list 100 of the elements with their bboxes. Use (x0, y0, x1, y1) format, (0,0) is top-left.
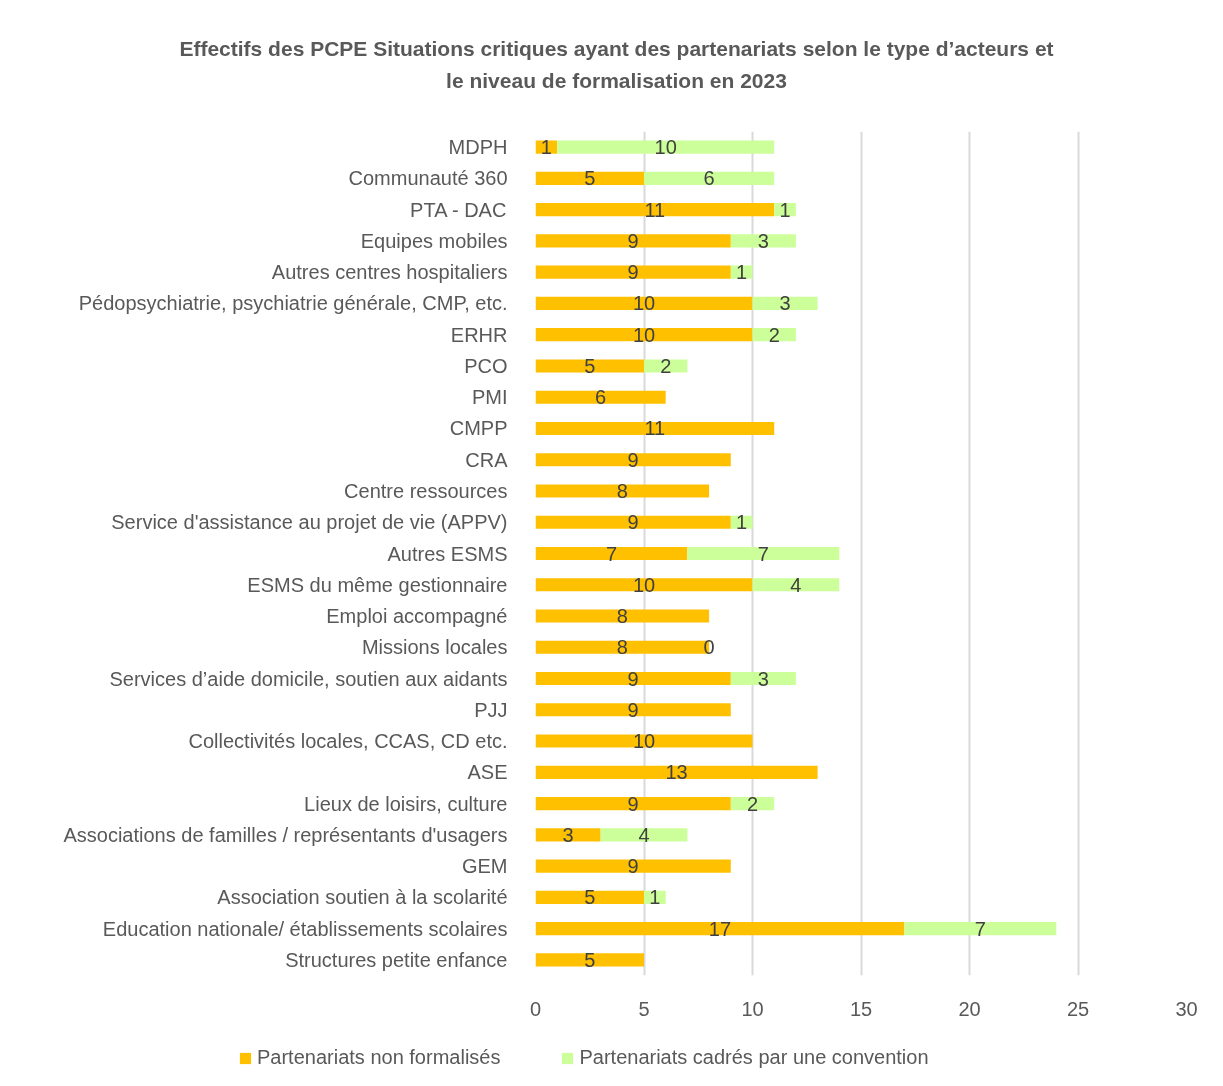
legend-label: Partenariats non formalisés (257, 1046, 501, 1069)
y-tick-label: CMPP (449, 417, 508, 440)
data-label: 2 (768, 323, 780, 346)
y-tick-label: Structures petite enfance (285, 948, 508, 971)
bar (535, 234, 731, 248)
bar (535, 390, 666, 404)
y-tick-label: ERHR (450, 323, 508, 346)
data-label: 11 (644, 417, 666, 440)
y-tick-label: Equipes mobiles (360, 229, 508, 252)
data-label: 9 (627, 261, 639, 284)
data-label: 3 (562, 823, 574, 846)
y-tick-label: Lieux de loisirs, culture (304, 792, 508, 815)
y-tick-label: Emploi accompagné (326, 605, 508, 628)
data-label: 7 (605, 542, 618, 565)
bar (644, 359, 688, 373)
data-label: 10 (632, 730, 656, 753)
legend-label: Partenariats cadrés par une convention (579, 1046, 929, 1069)
y-tick-label: GEM (461, 855, 508, 878)
y-tick-label: Associations de familles / représentants d'usagers (63, 823, 508, 846)
data-label: 3 (757, 229, 769, 252)
data-label: 1 (540, 136, 552, 159)
y-tick-label: CRA (465, 448, 509, 471)
data-label: 5 (584, 354, 596, 377)
bar (535, 421, 775, 436)
data-label: 9 (627, 667, 639, 690)
y-tick-label: Autres centres hospitaliers (271, 261, 508, 284)
data-label: 11 (644, 198, 666, 221)
bar (535, 671, 731, 686)
x-tick-label: 0 (529, 997, 542, 1020)
bar (535, 515, 731, 529)
bar (752, 578, 840, 592)
data-label: 5 (584, 948, 596, 971)
x-tick-label: 20 (958, 997, 981, 1020)
y-tick-label: Collectivités locales, CCAS, CD etc. (188, 730, 508, 753)
data-label: 10 (632, 292, 656, 315)
data-label: 13 (665, 761, 688, 784)
x-tick-label: 15 (849, 997, 873, 1020)
data-label: 10 (632, 323, 656, 346)
data-label: 4 (638, 823, 650, 846)
bar (535, 171, 644, 185)
x-tick-label: 30 (1175, 997, 1198, 1020)
data-label: 0 (703, 636, 715, 659)
y-tick-label: PMI (471, 386, 508, 409)
data-label: 9 (627, 448, 639, 471)
bar (535, 203, 775, 217)
bar (600, 828, 688, 842)
data-label: 5 (584, 886, 596, 909)
bar (535, 765, 818, 779)
y-tick-label: Services d’aide domicile, soutien aux aidants (109, 667, 508, 690)
bar (535, 890, 644, 904)
data-label: 1 (736, 261, 748, 284)
bar (535, 359, 644, 373)
data-label: 9 (627, 855, 639, 878)
data-label: 8 (616, 636, 628, 659)
bar (535, 453, 731, 467)
y-tick-label: Communauté 360 (348, 167, 508, 190)
data-label: 8 (616, 479, 628, 502)
bar (535, 734, 753, 748)
bar (730, 671, 796, 686)
data-label: 1 (779, 198, 791, 221)
x-tick-label: 10 (741, 997, 764, 1020)
data-label: 9 (627, 698, 639, 721)
data-label: 7 (757, 542, 769, 565)
data-label: 2 (660, 354, 672, 377)
data-label: 10 (654, 136, 677, 159)
bar (535, 484, 710, 498)
bar (535, 578, 753, 592)
data-label: 4 (790, 573, 802, 596)
data-label: 6 (703, 167, 715, 190)
bar (535, 797, 731, 811)
y-tick-label: Autres ESMS (387, 542, 508, 565)
y-tick-label: ESMS du même gestionnaire (247, 573, 508, 596)
x-tick-label: 5 (638, 997, 650, 1020)
data-label: 9 (627, 229, 639, 252)
bar (730, 234, 796, 248)
data-label: 17 (708, 917, 732, 940)
x-tick-label: 25 (1066, 997, 1090, 1020)
data-label: 7 (974, 917, 986, 940)
bar (904, 922, 1057, 936)
y-tick-label: PJJ (474, 698, 508, 721)
bar (557, 140, 775, 154)
chart-title: Effectifs des PCPE Situations critiques ayant des partenariats selon le type d’acteurs et le niveau de formalisation en 2023 (179, 36, 1054, 94)
bar (535, 609, 710, 623)
data-label: 6 (595, 386, 607, 409)
data-label: 5 (584, 167, 596, 190)
data-label: 10 (632, 573, 656, 596)
y-tick-label: Association soutien à la scolarité (217, 886, 508, 909)
bar (535, 859, 731, 873)
y-tick-label: PTA - DAC (410, 198, 507, 221)
y-tick-label: ASE (467, 761, 508, 784)
y-tick-label: Missions locales (361, 636, 508, 659)
bar (644, 171, 775, 185)
data-label: 3 (779, 292, 791, 315)
y-tick-label: PCO (464, 354, 508, 377)
data-label: 3 (757, 667, 769, 690)
data-label: 9 (627, 792, 639, 815)
bar (535, 703, 731, 717)
bar (535, 296, 753, 310)
data-label: 2 (746, 792, 759, 815)
bar (687, 546, 840, 561)
